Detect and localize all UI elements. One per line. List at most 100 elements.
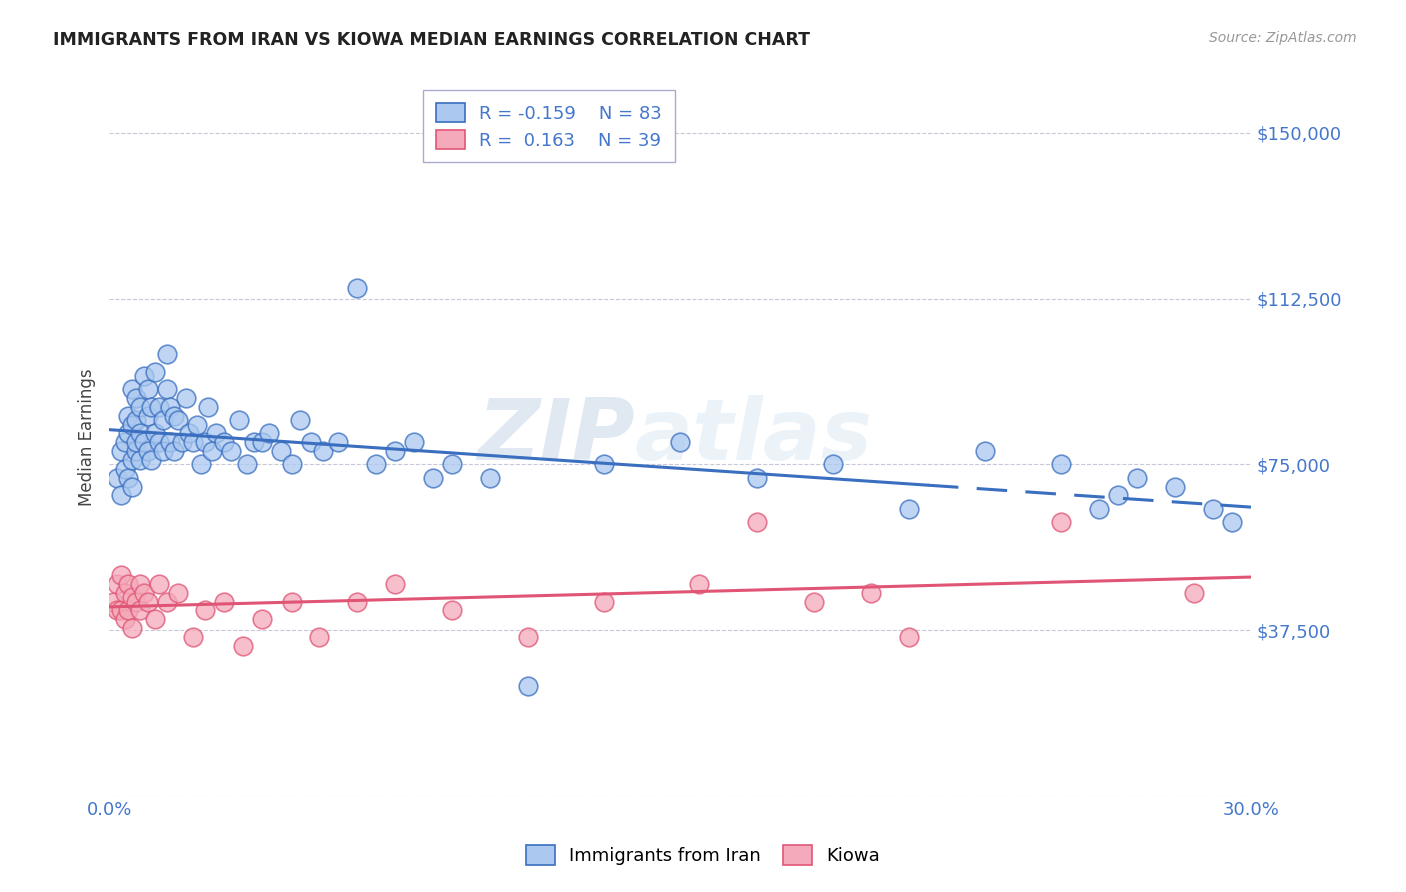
Point <box>125 594 148 608</box>
Point <box>593 594 616 608</box>
Point <box>186 417 208 432</box>
Point <box>243 435 266 450</box>
Y-axis label: Median Earnings: Median Earnings <box>79 368 96 506</box>
Legend: R = -0.159    N = 83, R =  0.163    N = 39: R = -0.159 N = 83, R = 0.163 N = 39 <box>423 90 675 162</box>
Point <box>121 382 143 396</box>
Point <box>1050 458 1073 472</box>
Point <box>114 585 136 599</box>
Point <box>129 426 152 441</box>
Point <box>179 426 201 441</box>
Point <box>132 435 155 450</box>
Point <box>121 453 143 467</box>
Point <box>143 365 166 379</box>
Point <box>688 577 710 591</box>
Point <box>155 594 177 608</box>
Point <box>117 603 139 617</box>
Point <box>148 400 170 414</box>
Point <box>364 458 387 472</box>
Point <box>232 639 254 653</box>
Point <box>121 479 143 493</box>
Point <box>167 413 190 427</box>
Point <box>1222 515 1244 529</box>
Point <box>129 603 152 617</box>
Point <box>190 458 212 472</box>
Point <box>250 435 273 450</box>
Point <box>141 453 163 467</box>
Point <box>212 594 235 608</box>
Point <box>1050 515 1073 529</box>
Text: atlas: atlas <box>634 395 873 478</box>
Point <box>117 471 139 485</box>
Point <box>593 458 616 472</box>
Legend: Immigrants from Iran, Kiowa: Immigrants from Iran, Kiowa <box>519 838 887 872</box>
Point <box>197 400 219 414</box>
Point <box>346 594 368 608</box>
Point <box>114 435 136 450</box>
Point <box>117 409 139 423</box>
Text: Source: ZipAtlas.com: Source: ZipAtlas.com <box>1209 31 1357 45</box>
Point <box>155 382 177 396</box>
Point <box>517 630 540 644</box>
Point <box>143 426 166 441</box>
Point <box>117 426 139 441</box>
Point <box>1126 471 1149 485</box>
Point <box>212 435 235 450</box>
Point <box>311 444 333 458</box>
Point <box>250 612 273 626</box>
Point <box>148 577 170 591</box>
Point <box>148 435 170 450</box>
Point <box>181 630 204 644</box>
Point <box>803 594 825 608</box>
Point <box>219 444 242 458</box>
Point <box>441 458 464 472</box>
Point <box>669 435 692 450</box>
Point <box>167 585 190 599</box>
Point <box>281 594 304 608</box>
Point <box>114 612 136 626</box>
Point <box>205 426 228 441</box>
Point <box>441 603 464 617</box>
Point <box>132 369 155 384</box>
Point <box>897 501 920 516</box>
Point <box>897 630 920 644</box>
Point <box>117 577 139 591</box>
Point <box>103 594 125 608</box>
Point <box>129 453 152 467</box>
Point <box>259 426 281 441</box>
Point <box>422 471 444 485</box>
Point <box>1202 501 1225 516</box>
Point <box>288 413 311 427</box>
Point <box>132 585 155 599</box>
Point <box>201 444 224 458</box>
Point <box>159 400 181 414</box>
Point <box>1164 479 1187 493</box>
Point <box>159 435 181 450</box>
Point <box>1088 501 1111 516</box>
Point <box>136 594 159 608</box>
Point <box>125 435 148 450</box>
Point <box>110 444 132 458</box>
Point <box>121 417 143 432</box>
Point <box>136 409 159 423</box>
Point <box>136 444 159 458</box>
Point <box>859 585 882 599</box>
Point <box>326 435 349 450</box>
Point <box>121 590 143 604</box>
Point <box>141 400 163 414</box>
Point <box>110 488 132 502</box>
Point <box>194 603 217 617</box>
Point <box>114 462 136 476</box>
Point <box>384 577 406 591</box>
Point <box>163 444 186 458</box>
Point <box>152 444 174 458</box>
Point <box>155 347 177 361</box>
Point <box>270 444 292 458</box>
Point <box>1107 488 1129 502</box>
Text: IMMIGRANTS FROM IRAN VS KIOWA MEDIAN EARNINGS CORRELATION CHART: IMMIGRANTS FROM IRAN VS KIOWA MEDIAN EAR… <box>53 31 810 49</box>
Point <box>181 435 204 450</box>
Point <box>125 391 148 405</box>
Point <box>745 515 768 529</box>
Point <box>479 471 502 485</box>
Point <box>174 391 197 405</box>
Point <box>110 568 132 582</box>
